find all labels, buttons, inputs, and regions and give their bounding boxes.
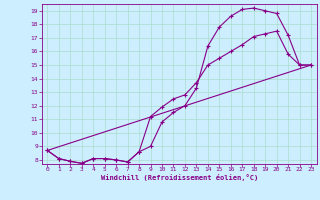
X-axis label: Windchill (Refroidissement éolien,°C): Windchill (Refroidissement éolien,°C) (100, 174, 258, 181)
